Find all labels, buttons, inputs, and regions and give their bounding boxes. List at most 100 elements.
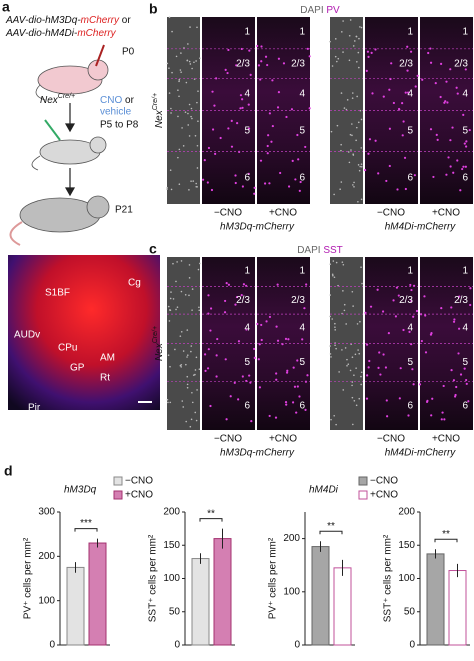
cell	[234, 303, 237, 306]
texture	[184, 293, 187, 296]
texture	[178, 80, 180, 83]
cell	[415, 309, 419, 313]
cell	[456, 159, 459, 162]
texture	[179, 69, 182, 71]
layer-label: 5	[244, 357, 250, 368]
cell	[385, 179, 388, 183]
cell	[378, 351, 381, 354]
cell	[258, 343, 261, 346]
cell	[250, 419, 253, 423]
condition-label: −CNO	[377, 434, 405, 445]
cell	[402, 328, 405, 332]
texture	[351, 92, 354, 94]
cell	[268, 112, 271, 115]
texture	[351, 97, 354, 99]
texture	[352, 305, 354, 307]
texture	[169, 297, 172, 300]
cell	[225, 281, 228, 285]
texture	[343, 303, 346, 306]
texture	[331, 65, 334, 67]
cell	[377, 366, 380, 369]
condition-label: +CNO	[432, 434, 460, 445]
texture	[355, 126, 358, 129]
layer-label: 6	[299, 400, 305, 411]
texture	[359, 165, 362, 168]
texture	[190, 180, 192, 182]
texture	[357, 121, 360, 124]
condition-label: +CNO	[269, 434, 297, 445]
cell	[260, 60, 263, 63]
texture	[186, 354, 189, 356]
condition-label: −CNO	[214, 434, 242, 445]
legend-swatch	[113, 476, 123, 486]
texture	[169, 309, 171, 311]
layer-label: 1	[407, 265, 413, 276]
bar	[311, 546, 330, 646]
texture	[180, 366, 183, 368]
cell	[455, 86, 458, 89]
texture	[166, 62, 169, 65]
legend-swatch	[358, 490, 368, 500]
y-axis-label: SST⁺ cells per mm²	[383, 534, 394, 622]
texture	[342, 51, 344, 53]
treatment: vehicle	[100, 107, 132, 118]
y-axis-label: SST⁺ cells per mm²	[148, 534, 159, 622]
cell	[458, 327, 461, 330]
stain-part: DAPI	[297, 245, 320, 256]
cell	[406, 69, 409, 72]
cell	[407, 414, 410, 417]
texture	[169, 365, 171, 368]
stain-part: SST	[323, 245, 342, 256]
layer-label: 4	[299, 323, 305, 334]
cell	[215, 375, 218, 378]
cell	[240, 294, 243, 297]
texture	[168, 67, 170, 69]
significance-bracket	[319, 530, 343, 535]
bar	[191, 558, 210, 646]
cell	[366, 374, 369, 377]
cell	[450, 306, 453, 309]
texture	[185, 81, 188, 84]
texture	[334, 55, 337, 58]
texture	[196, 101, 198, 104]
layer-label: 5	[407, 357, 413, 368]
texture	[194, 134, 197, 137]
cell	[401, 101, 404, 105]
layer-label: 4	[244, 88, 250, 99]
cell	[379, 373, 382, 376]
texture	[353, 40, 356, 42]
cell	[414, 85, 417, 88]
region-label: Pir	[28, 403, 41, 414]
layer-label: 4	[299, 88, 305, 99]
texture	[332, 260, 335, 262]
cell	[279, 171, 282, 175]
texture	[341, 349, 343, 351]
texture	[170, 291, 172, 293]
texture	[171, 71, 173, 74]
layer-label: 6	[462, 172, 468, 183]
cell	[285, 403, 288, 406]
cell	[440, 62, 443, 65]
cell	[277, 57, 281, 60]
texture	[335, 347, 337, 350]
cell	[410, 300, 413, 303]
legend-label: −CNO	[370, 476, 398, 487]
texture	[330, 356, 332, 358]
condition-label: +CNO	[269, 208, 297, 219]
texture	[182, 406, 185, 408]
cell	[301, 338, 304, 341]
texture	[353, 185, 355, 188]
texture	[360, 147, 363, 149]
cell	[257, 358, 260, 361]
cell	[223, 299, 227, 303]
texture	[334, 326, 336, 328]
cell	[282, 62, 286, 65]
cell	[420, 339, 423, 343]
cell	[210, 188, 214, 192]
cell	[404, 91, 407, 94]
texture	[343, 107, 346, 109]
cell	[236, 121, 239, 125]
panel-label: d	[4, 463, 13, 479]
cell	[286, 369, 289, 372]
cell	[296, 133, 299, 137]
